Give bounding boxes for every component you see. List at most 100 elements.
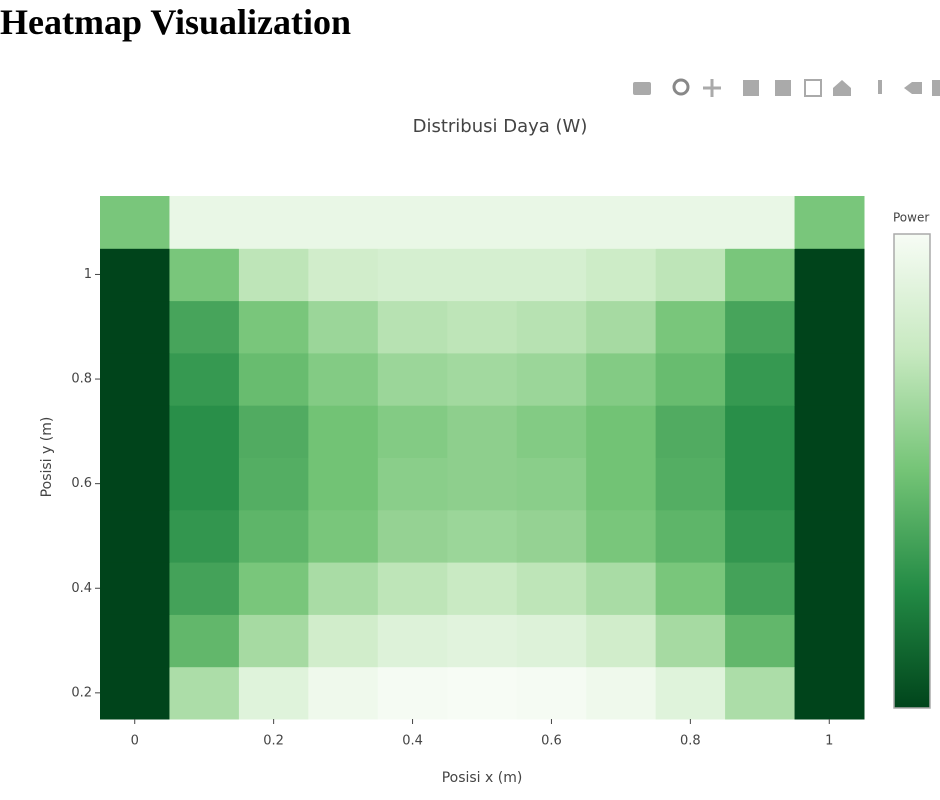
heatmap-cell <box>516 666 587 720</box>
heatmap-cell <box>308 196 379 249</box>
spike-button[interactable] <box>878 80 882 94</box>
heatmap-cell <box>447 666 518 720</box>
heatmap-cell <box>238 352 309 406</box>
heatmap-cell <box>516 352 587 406</box>
toolbar <box>633 78 940 97</box>
pan-button[interactable] <box>703 79 721 97</box>
zoom-button[interactable] <box>672 78 690 96</box>
heatmap-cell <box>655 666 726 720</box>
heatmap-cell <box>655 614 726 668</box>
camera-button[interactable] <box>633 82 651 95</box>
heatmap-cell <box>100 509 170 563</box>
y-tick-label: 0.8 <box>71 372 92 387</box>
heatmap-cell <box>725 457 796 511</box>
heatmap-cell <box>655 562 726 615</box>
heatmap-cell <box>794 614 865 668</box>
heatmap-cell <box>516 614 587 668</box>
heatmap-cell <box>725 509 796 563</box>
heatmap-cell <box>377 352 448 406</box>
x-tick-label: 0 <box>131 734 139 749</box>
heatmap-cell <box>377 405 448 458</box>
heatmap-cell <box>377 300 448 354</box>
colorbar-title: Power <box>893 211 929 225</box>
heatmap-cell <box>308 352 379 406</box>
heatmap-cell <box>655 248 726 302</box>
heatmap-cell <box>169 196 240 249</box>
heatmap-cell <box>586 405 657 458</box>
heatmap-cell <box>447 509 518 563</box>
heatmap-cell <box>725 300 796 354</box>
heatmap-cell <box>655 405 726 458</box>
x-tick-label: 0.6 <box>541 734 562 749</box>
heatmap-cell <box>516 196 587 249</box>
y-tick-label: 0.2 <box>71 685 92 700</box>
heatmap-cell <box>794 300 865 354</box>
heatmap-cell <box>238 509 309 563</box>
heatmap-cell <box>725 562 796 615</box>
x-axis-title: Posisi x (m) <box>442 770 523 786</box>
heatmap-cell <box>377 509 448 563</box>
heatmap-cell <box>725 248 796 302</box>
heatmap-cell <box>447 405 518 458</box>
heatmap-cell <box>308 614 379 668</box>
heatmap-cell <box>516 562 587 615</box>
heatmap-cell <box>377 248 448 302</box>
heatmap-cell <box>100 666 170 720</box>
zoom-out-button[interactable] <box>775 80 791 96</box>
chart-title: Distribusi Daya (W) <box>413 116 588 137</box>
heatmap-cell <box>725 666 796 720</box>
heatmap-cell <box>516 457 587 511</box>
zoom-in-button[interactable] <box>743 80 759 96</box>
heatmap-cell <box>238 562 309 615</box>
heatmap-cell <box>100 352 170 406</box>
heatmap-cell <box>586 300 657 354</box>
heatmap-cell <box>586 614 657 668</box>
heatmap-cell <box>100 457 170 511</box>
heatmap-cell <box>238 196 309 249</box>
heatmap-cell <box>377 457 448 511</box>
heatmap-cell <box>655 300 726 354</box>
heatmap-cell <box>586 248 657 302</box>
colorbar <box>893 233 931 709</box>
heatmap-cell <box>447 457 518 511</box>
heatmap-cell <box>447 614 518 668</box>
heatmap-cell <box>586 352 657 406</box>
heatmap-cell <box>447 196 518 249</box>
heatmap-cell <box>169 300 240 354</box>
heatmap-cell <box>516 300 587 354</box>
heatmap-cell <box>308 562 379 615</box>
compare-button[interactable] <box>932 80 940 96</box>
heatmap-cell <box>308 405 379 458</box>
heatmap-cell <box>100 300 170 354</box>
heatmap-cell <box>238 457 309 511</box>
heatmap-cell <box>794 457 865 511</box>
heatmap-cell <box>725 405 796 458</box>
hover-button[interactable] <box>904 82 922 94</box>
heatmap-cell <box>377 614 448 668</box>
heatmap-cell <box>447 352 518 406</box>
heatmap-cell <box>655 352 726 406</box>
y-tick-label: 0.4 <box>71 581 92 596</box>
heatmap-cell <box>169 509 240 563</box>
heatmap-cell <box>516 248 587 302</box>
x-tick-label: 1 <box>825 734 833 749</box>
heatmap-cell <box>238 405 309 458</box>
heatmap-cell <box>169 405 240 458</box>
heatmap-cell <box>794 196 865 249</box>
heatmap-cell <box>655 196 726 249</box>
autoscale-button[interactable] <box>804 79 822 97</box>
heatmap-cell <box>725 352 796 406</box>
reset-button[interactable] <box>833 80 851 96</box>
heatmap-cell <box>586 509 657 563</box>
heatmap-cell <box>238 248 309 302</box>
heatmap-cell <box>794 509 865 563</box>
heatmap-cell <box>100 562 170 615</box>
heatmap-cell <box>308 666 379 720</box>
heatmap-cell <box>586 457 657 511</box>
heatmap-cell <box>516 405 587 458</box>
heatmap-cell <box>169 248 240 302</box>
heatmap-cell <box>447 562 518 615</box>
y-tick-label: 1 <box>84 267 92 282</box>
